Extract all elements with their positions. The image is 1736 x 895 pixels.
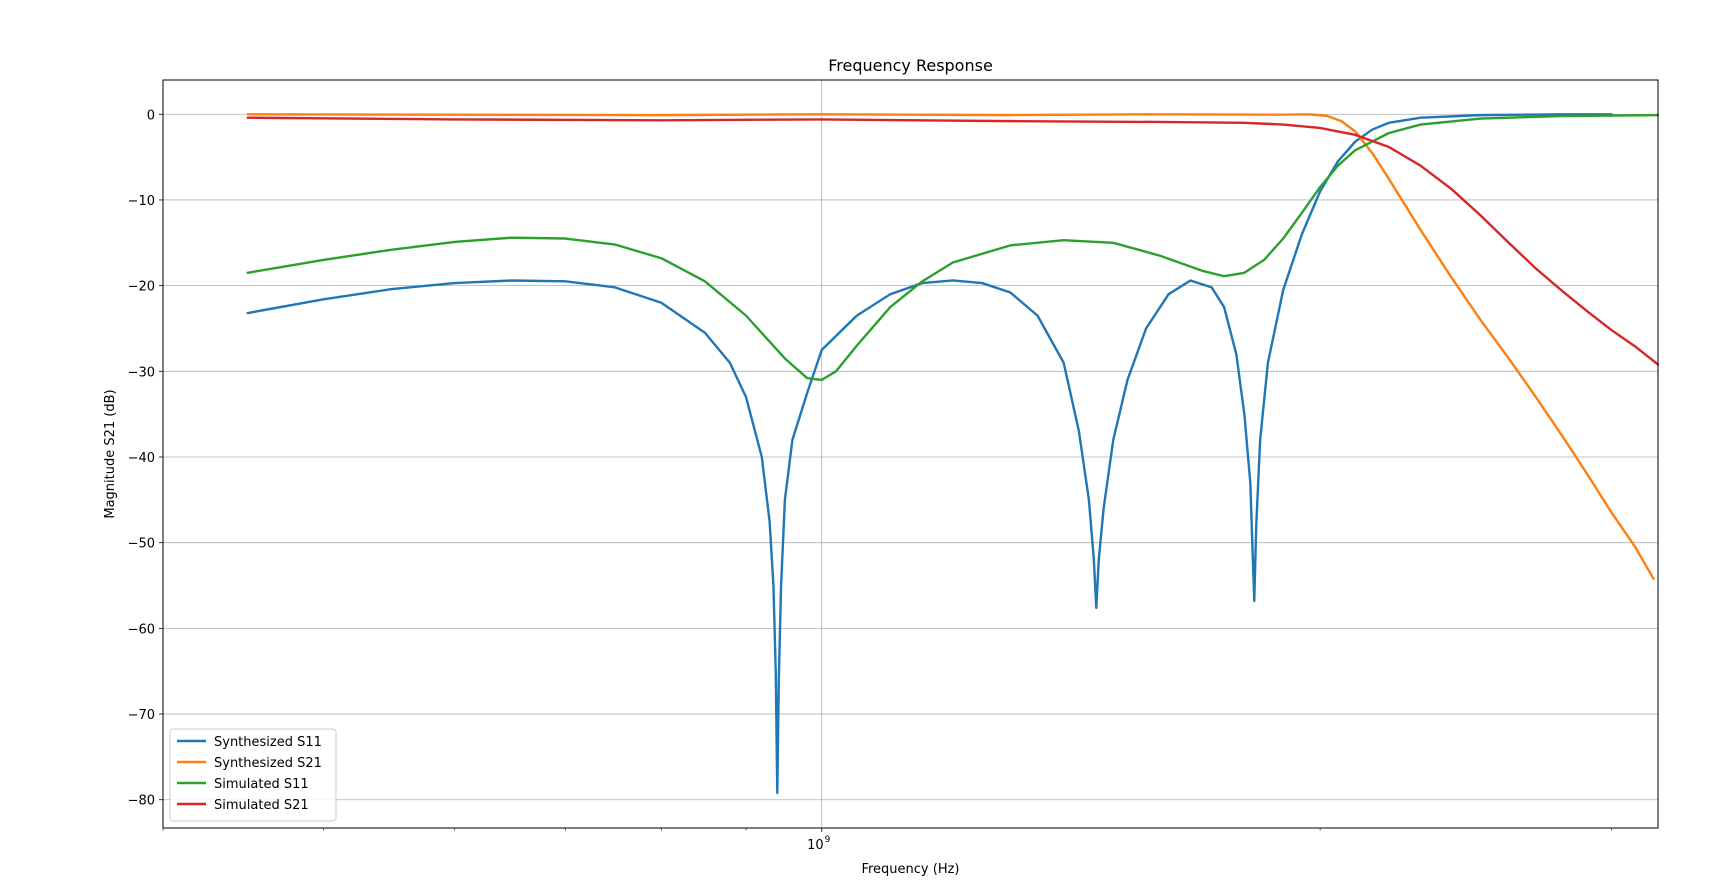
y-axis-label: Magnitude S21 (dB) bbox=[103, 389, 118, 518]
grid-lines bbox=[163, 80, 1658, 828]
series-line-simulated-s11 bbox=[246, 113, 1660, 382]
y-tick-label: 0 bbox=[147, 108, 155, 123]
plot-area-background bbox=[163, 80, 1658, 828]
legend-box bbox=[169, 728, 337, 822]
x-axis-label: Frequency (Hz) bbox=[861, 862, 959, 877]
y-tick-label: −70 bbox=[128, 708, 155, 723]
x-tick-label-exponent: 9 bbox=[825, 835, 831, 845]
series-line-synthesized-s11 bbox=[246, 113, 1613, 795]
series-line-simulated-s21 bbox=[246, 116, 1660, 366]
y-tick-label: −50 bbox=[128, 537, 155, 552]
y-tick-label: −20 bbox=[128, 280, 155, 295]
y-tick-label: −80 bbox=[128, 794, 155, 809]
chart-title: Frequency Response bbox=[828, 56, 993, 75]
series-lines bbox=[246, 113, 1660, 795]
y-tick-label: −60 bbox=[128, 622, 155, 637]
y-tick-label: −40 bbox=[128, 451, 155, 466]
plot-area-frame bbox=[162, 79, 1659, 829]
legend: Synthesized S11 Synthesized S21 Simulated … bbox=[169, 728, 337, 822]
legend-label: Simulated S11 bbox=[214, 777, 309, 792]
series-line-synthesized-s21 bbox=[246, 113, 1655, 580]
legend-label: Synthesized S11 bbox=[214, 735, 322, 750]
legend-label: Synthesized S21 bbox=[214, 756, 322, 771]
y-tick-label: −30 bbox=[128, 365, 155, 380]
legend-label: Simulated S21 bbox=[214, 798, 309, 813]
y-tick-label: −10 bbox=[128, 194, 155, 209]
